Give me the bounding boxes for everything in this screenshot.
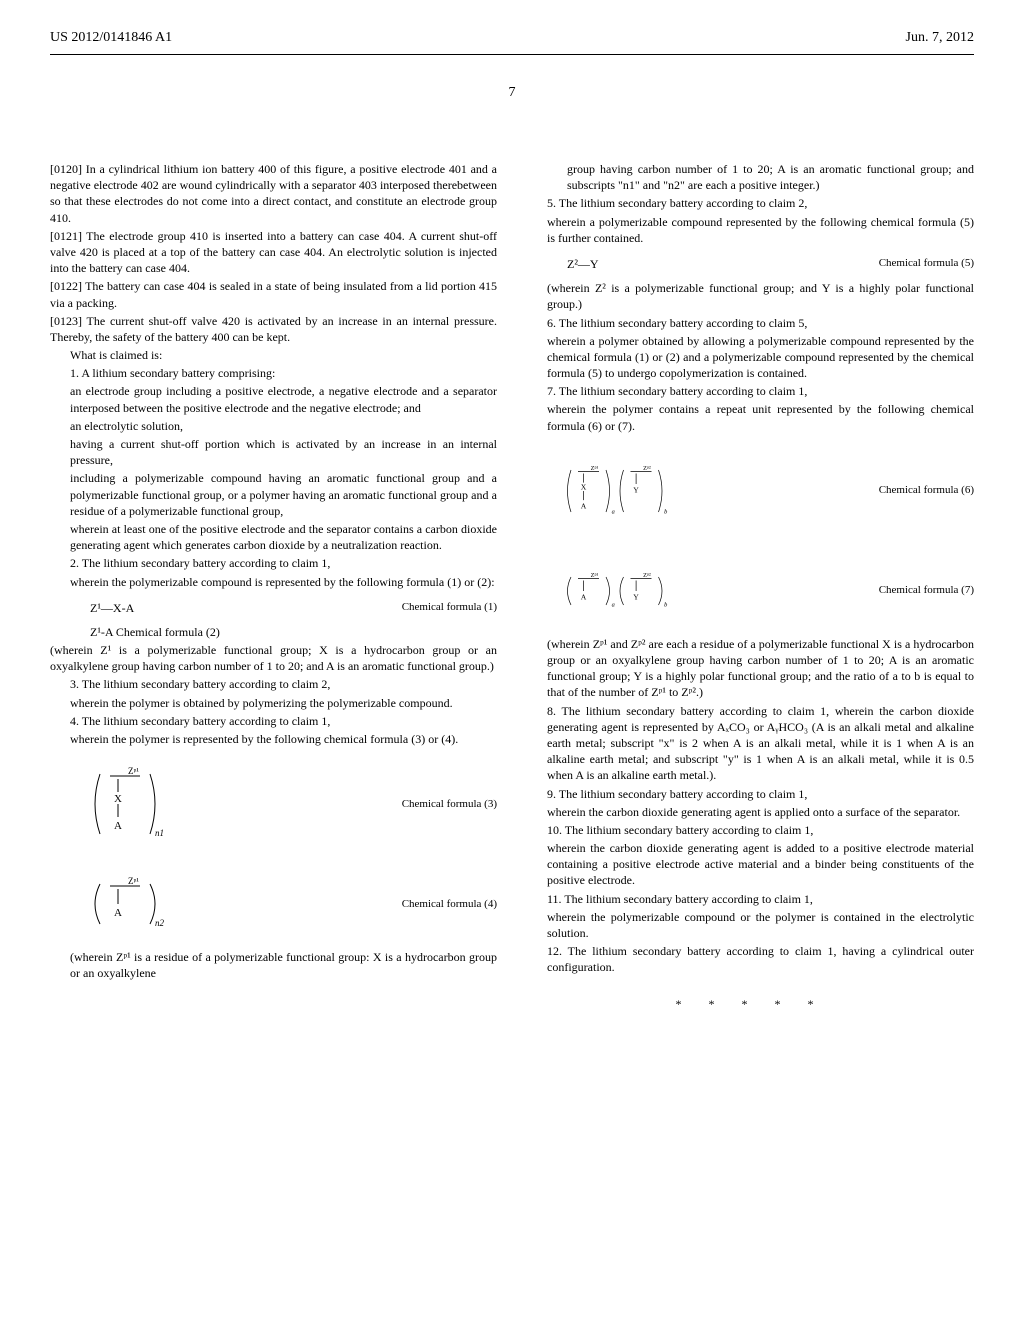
svg-text:b: b [664, 508, 667, 515]
svg-text:Zᵖ¹: Zᵖ¹ [591, 572, 599, 579]
claim-8: 8. The lithium secondary battery accordi… [527, 703, 974, 784]
header-rule [50, 54, 974, 55]
claim-11: 11. The lithium secondary battery accord… [527, 891, 974, 907]
svg-text:A: A [581, 501, 587, 510]
formula-4-label: Chemical formula (4) [402, 897, 497, 912]
claim-5: 5. The lithium secondary battery accordi… [527, 195, 974, 211]
svg-text:b: b [664, 601, 667, 608]
page-number: 7 [50, 85, 974, 101]
claim-7a: wherein the polymer contains a repeat un… [527, 401, 974, 433]
claim-1a: an electrode group including a positive … [50, 383, 497, 415]
formula-5: Z²—Y [567, 256, 599, 272]
formula-3-label: Chemical formula (3) [402, 797, 497, 812]
claim-3a: wherein the polymer is obtained by polym… [50, 695, 497, 711]
chemical-formula-7-diagram: Zᵖ¹ A a Zᵖ² Y b [557, 561, 697, 621]
claim-12: 12. The lithium secondary battery accord… [527, 943, 974, 975]
claim-2: 2. The lithium secondary battery accordi… [50, 555, 497, 571]
svg-text:A: A [114, 820, 122, 832]
claim-2a: wherein the polymerizable compound is re… [50, 574, 497, 590]
svg-text:A: A [581, 592, 587, 601]
para-0122: [0122] The battery can case 404 is seale… [50, 278, 497, 310]
claim-7b: (wherein Zᵖ¹ and Zᵖ² are each a residue … [527, 636, 974, 701]
claims-heading: What is claimed is: [50, 347, 497, 363]
claim-4: 4. The lithium secondary battery accordi… [50, 713, 497, 729]
claim-1e: wherein at least one of the positive ele… [50, 521, 497, 553]
formula-7-label: Chemical formula (7) [879, 583, 974, 598]
pub-date: Jun. 7, 2012 [906, 30, 974, 46]
claim-4a: wherein the polymer is represented by th… [50, 731, 497, 747]
para-0121: [0121] The electrode group 410 is insert… [50, 228, 497, 277]
svg-text:A: A [114, 907, 122, 919]
svg-text:Zᵖ¹: Zᵖ¹ [128, 876, 139, 886]
svg-text:a: a [612, 508, 615, 515]
formula-1-label: Chemical formula (1) [402, 600, 497, 616]
svg-text:a: a [612, 601, 615, 608]
claim-10: 10. The lithium secondary battery accord… [527, 822, 974, 838]
svg-text:Zᵖ¹: Zᵖ¹ [128, 766, 139, 776]
claim-1d: including a polymerizable compound havin… [50, 470, 497, 519]
para-0123: [0123] The current shut-off valve 420 is… [50, 313, 497, 345]
claim-10a: wherein the carbon dioxide generating ag… [527, 840, 974, 889]
formula-5-label: Chemical formula (5) [879, 256, 974, 272]
svg-text:Y: Y [633, 592, 639, 601]
claim-5a: wherein a polymerizable compound represe… [527, 214, 974, 246]
formula-2: Z¹-A Chemical formula (2) [50, 624, 497, 640]
formula-1: Z¹—X-A [90, 600, 134, 616]
claim-11a: wherein the polymerizable compound or th… [527, 909, 974, 941]
svg-text:X: X [581, 482, 587, 491]
formula-6-label: Chemical formula (6) [879, 483, 974, 498]
claim-6a: wherein a polymer obtained by allowing a… [527, 333, 974, 382]
svg-text:Y: Y [633, 485, 639, 494]
para-0120: [0120] In a cylindrical lithium ion batt… [50, 161, 497, 226]
svg-text:Zᵖ²: Zᵖ² [643, 572, 651, 579]
chemical-formula-6-diagram: Zᵖ¹ X A a Zᵖ² Y b [557, 451, 697, 531]
claim-1b: an electrolytic solution, [50, 418, 497, 434]
end-marks: * * * * * [527, 996, 974, 1012]
left-column: [0120] In a cylindrical lithium ion batt… [50, 161, 497, 1012]
svg-text:Zᵖ¹: Zᵖ¹ [591, 465, 599, 472]
svg-text:n1: n1 [155, 828, 164, 838]
claim-3: 3. The lithium secondary battery accordi… [50, 676, 497, 692]
chemical-formula-3-diagram: Zᵖ¹ X A n1 [80, 764, 220, 844]
chemical-formula-4-diagram: Zᵖ¹ A n2 [80, 874, 220, 934]
claim-5b: (wherein Z² is a polymerizable functiona… [527, 280, 974, 312]
pub-number: US 2012/0141846 A1 [50, 30, 172, 46]
claim-4b: (wherein Zᵖ¹ is a residue of a polymeriz… [50, 949, 497, 981]
claim-9: 9. The lithium secondary battery accordi… [527, 786, 974, 802]
svg-text:Zᵖ²: Zᵖ² [643, 465, 651, 472]
claim-9a: wherein the carbon dioxide generating ag… [527, 804, 974, 820]
claim-4-cont: group having carbon number of 1 to 20; A… [527, 161, 974, 193]
svg-text:X: X [114, 793, 122, 805]
claim-1c: having a current shut-off portion which … [50, 436, 497, 468]
claim-2b: (wherein Z¹ is a polymerizable functiona… [50, 642, 497, 674]
svg-text:n2: n2 [155, 918, 165, 928]
right-column: group having carbon number of 1 to 20; A… [527, 161, 974, 1012]
claim-6: 6. The lithium secondary battery accordi… [527, 315, 974, 331]
claim-1: 1. A lithium secondary battery comprisin… [50, 365, 497, 381]
claim-7: 7. The lithium secondary battery accordi… [527, 383, 974, 399]
